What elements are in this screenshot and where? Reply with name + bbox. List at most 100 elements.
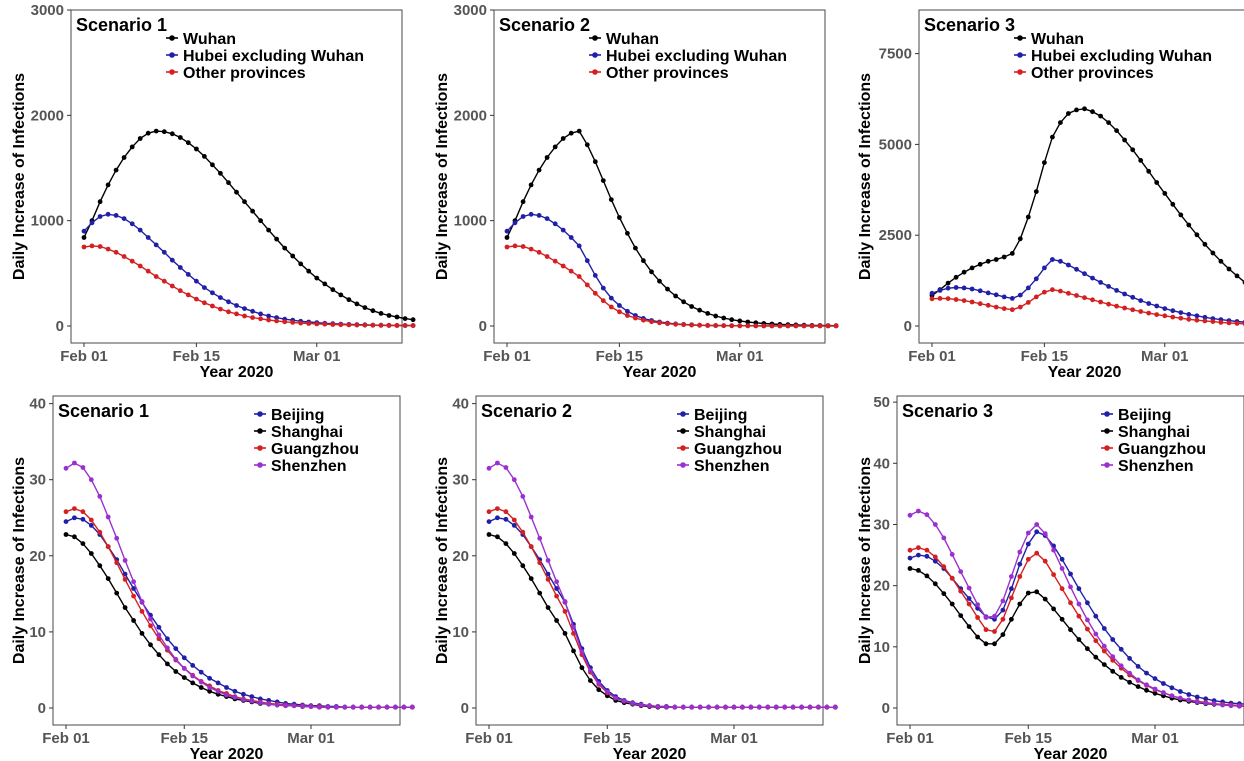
data-point	[1152, 690, 1158, 696]
y-tick-label: 0	[904, 318, 912, 335]
data-point	[649, 319, 654, 325]
data-point	[105, 514, 111, 520]
data-point	[1098, 113, 1103, 119]
data-point	[983, 641, 989, 647]
data-point	[207, 685, 213, 690]
data-point	[924, 573, 930, 579]
data-point	[122, 558, 128, 563]
data-point	[1130, 147, 1136, 153]
data-point	[1130, 294, 1136, 300]
data-point	[756, 704, 762, 710]
data-point	[1178, 310, 1184, 315]
x-tick-label: Feb 15	[596, 348, 644, 365]
data-point	[1154, 312, 1160, 317]
data-point	[1093, 654, 1099, 660]
legend-key-point	[1017, 35, 1023, 41]
data-point	[617, 303, 622, 308]
data-point	[554, 618, 559, 623]
series-line	[83, 245, 414, 327]
data-point	[1194, 699, 1200, 705]
data-point	[1059, 566, 1065, 571]
data-point	[1025, 541, 1031, 547]
data-point	[1161, 690, 1166, 696]
data-point	[713, 313, 719, 319]
data-point	[1114, 303, 1119, 309]
data-point	[1017, 574, 1023, 579]
legend-key-point	[169, 52, 175, 58]
data-point	[809, 323, 815, 329]
data-point	[907, 547, 913, 553]
data-point	[122, 577, 128, 582]
legend-key-point	[592, 35, 598, 41]
data-point	[993, 292, 999, 298]
data-point	[1009, 307, 1015, 313]
data-point	[576, 243, 582, 249]
data-point	[544, 254, 550, 259]
data-point	[576, 274, 582, 279]
data-point	[137, 263, 143, 269]
data-point	[1074, 293, 1079, 298]
data-point	[560, 136, 566, 141]
data-point	[560, 263, 566, 269]
y-tick-label: 40	[873, 455, 890, 472]
y-tick-label: 40	[452, 396, 469, 413]
y-tick-label: 2000	[31, 107, 64, 124]
data-point	[1210, 319, 1216, 324]
data-point	[113, 213, 119, 218]
data-point	[1210, 250, 1216, 256]
y-tick-label: 30	[29, 472, 46, 489]
y-tick-label: 1000	[31, 213, 64, 230]
data-point	[1050, 257, 1055, 262]
x-tick-label: Feb 15	[583, 730, 631, 747]
data-point	[579, 649, 585, 655]
data-point	[537, 560, 543, 566]
data-point	[571, 648, 576, 654]
data-point	[218, 170, 223, 176]
data-point	[520, 214, 526, 219]
data-point	[194, 146, 199, 152]
y-tick-label: 0	[882, 700, 890, 717]
data-point	[753, 323, 759, 329]
data-point	[198, 685, 204, 690]
data-point	[1033, 294, 1039, 300]
y-tick-label: 2500	[879, 227, 912, 244]
data-point	[536, 213, 542, 218]
data-point	[1110, 654, 1116, 659]
data-point	[625, 313, 630, 318]
data-point	[545, 571, 551, 577]
data-point	[298, 320, 304, 326]
legend-label: Wuhan	[183, 31, 236, 48]
x-tick-label: Feb 15	[1021, 348, 1069, 365]
legend-label: Shanghai	[271, 424, 343, 441]
legend-label: Other provinces	[606, 65, 729, 82]
data-point	[370, 322, 376, 328]
data-point	[266, 227, 271, 233]
data-point	[97, 214, 103, 219]
data-point	[1122, 291, 1127, 297]
data-point	[949, 601, 955, 607]
data-point	[185, 292, 191, 298]
data-point	[105, 211, 111, 217]
data-point	[1169, 693, 1175, 699]
data-point	[562, 609, 568, 614]
panel-title: Scenario 1	[76, 15, 167, 35]
data-point	[257, 700, 263, 706]
data-point	[1135, 684, 1141, 689]
data-point	[816, 704, 821, 710]
data-point	[1085, 646, 1090, 652]
data-point	[156, 632, 162, 638]
data-point	[1009, 296, 1015, 301]
data-point	[185, 272, 191, 277]
data-point	[1177, 695, 1183, 701]
data-point	[924, 553, 930, 559]
chart-panel-6: 0 10 20 30 40 50 Feb 01 Feb 15 Mar 01 Year 2020 Da…	[857, 394, 1244, 761]
data-point	[486, 519, 492, 524]
data-point	[342, 704, 348, 710]
data-point	[80, 541, 86, 546]
data-point	[592, 159, 598, 165]
y-axis-title: Daily Increase of Infections	[857, 457, 874, 664]
data-point	[596, 687, 602, 693]
data-point	[907, 512, 913, 518]
data-point	[1194, 694, 1200, 700]
data-point	[941, 535, 947, 541]
